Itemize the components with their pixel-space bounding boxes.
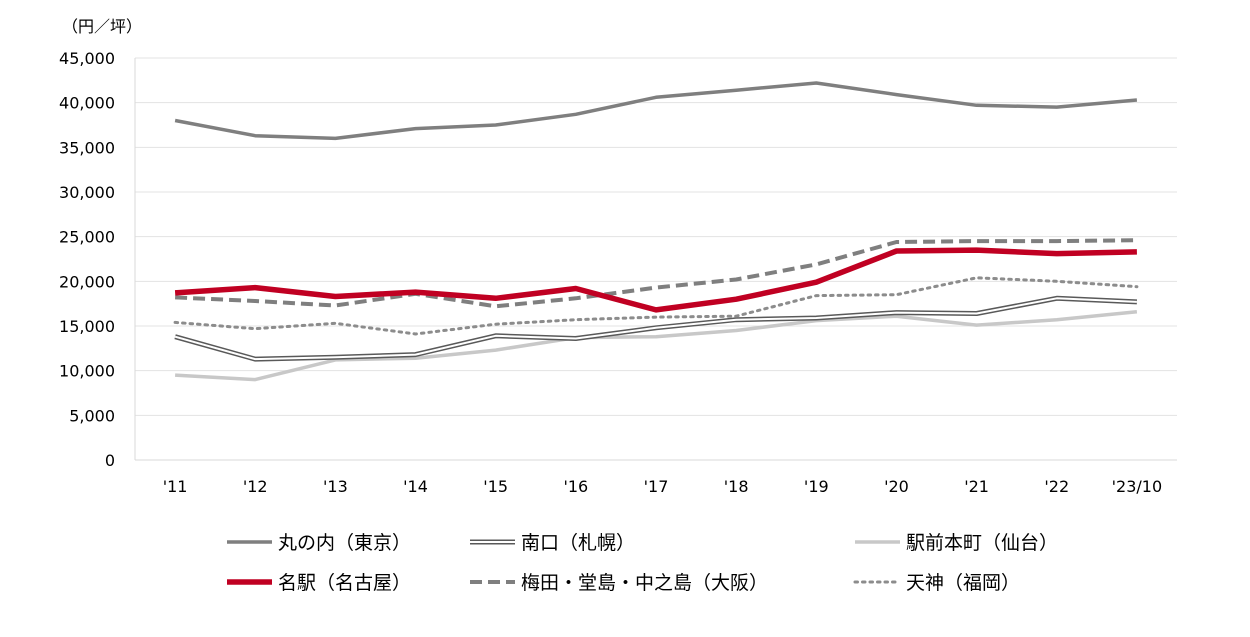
series-line-2 (175, 309, 1138, 382)
legend-label: 駅前本町（仙台） (906, 532, 1058, 554)
y-tick-label: 20,000 (59, 272, 115, 291)
x-tick-label: '18 (724, 477, 749, 496)
x-tick-label: '14 (403, 477, 428, 496)
y-axis-unit-label: （円／坪） (62, 17, 142, 36)
x-tick-label: '23/10 (1112, 477, 1163, 496)
y-axis-ticks: 0 5,000 10,000 15,000 20,000 25,000 30,000 35,0… (59, 49, 115, 470)
y-tick-label: 45,000 (59, 49, 115, 68)
y-tick-label: 0 (105, 451, 115, 470)
legend-item: 南口（札幌） (470, 532, 635, 554)
series-line-1 (174, 295, 1138, 362)
series-line-5 (173, 276, 1139, 336)
x-tick-label: '16 (563, 477, 588, 496)
series-path (173, 276, 1139, 336)
x-axis-ticks: '11 '12 '13 '14 '15 '16 '17 '18 '19 '20 '21 '22 '23/… (163, 477, 1162, 496)
legend-item: 名駅（名古屋） (227, 572, 411, 594)
x-tick-label: '17 (644, 477, 669, 496)
legend-label: 名駅（名古屋） (278, 572, 411, 594)
x-tick-label: '11 (163, 477, 188, 496)
x-tick-label: '20 (884, 477, 909, 496)
y-tick-label: 5,000 (69, 406, 115, 425)
x-tick-label: '19 (804, 477, 829, 496)
legend-label: 南口（札幌） (521, 532, 635, 554)
y-tick-label: 40,000 (59, 94, 115, 113)
gridlines (134, 57, 1177, 461)
legend-item: 駅前本町（仙台） (855, 532, 1058, 554)
series-line-3 (174, 247, 1137, 313)
y-tick-label: 15,000 (59, 317, 115, 336)
y-tick-label: 25,000 (59, 228, 115, 247)
y-tick-label: 35,000 (59, 138, 115, 157)
series-path (175, 309, 1138, 382)
x-tick-label: '21 (964, 477, 989, 496)
legend-item: 丸の内（東京） (227, 532, 411, 554)
legend-item: 梅田・堂島・中之島（大阪） (470, 572, 768, 594)
legend-label: 丸の内（東京） (278, 532, 411, 554)
legend-item: 天神（福岡） (853, 572, 1020, 594)
x-tick-label: '22 (1044, 477, 1069, 496)
x-tick-label: '15 (483, 477, 508, 496)
series-path (174, 297, 1137, 361)
y-tick-label: 10,000 (59, 362, 115, 381)
y-tick-label: 30,000 (59, 183, 115, 202)
series-lines (173, 81, 1139, 382)
legend-label: 天神（福岡） (906, 572, 1020, 594)
legend: 丸の内（東京） 南口（札幌） 駅前本町（仙台） 名駅（名古屋） 梅田・堂島・中之島（大阪… (227, 532, 1058, 594)
series-path (174, 247, 1137, 313)
legend-label: 梅田・堂島・中之島（大阪） (521, 572, 768, 594)
series-line-0 (174, 81, 1138, 141)
x-tick-label: '13 (323, 477, 348, 496)
series-path (174, 81, 1138, 141)
x-tick-label: '12 (243, 477, 268, 496)
